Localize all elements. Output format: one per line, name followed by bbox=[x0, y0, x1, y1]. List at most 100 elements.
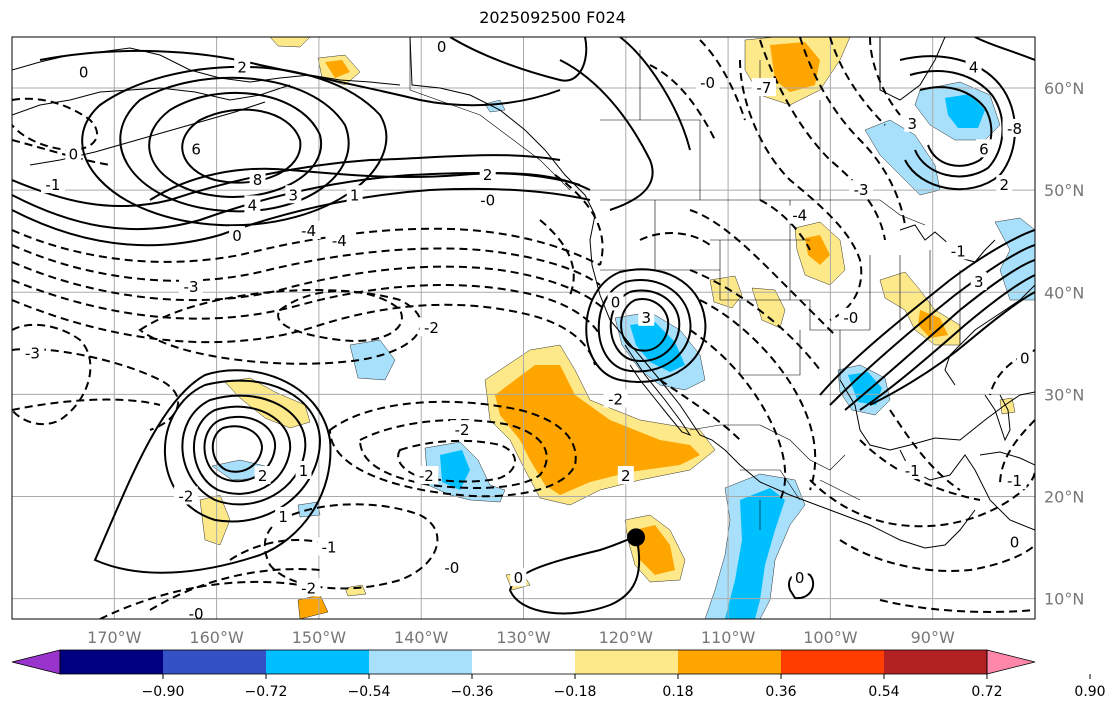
contour-label-background bbox=[296, 221, 321, 239]
shade-lightblue-region bbox=[349, 339, 396, 381]
contour-line bbox=[181, 394, 307, 506]
contour-line bbox=[211, 425, 264, 473]
canada-province-lines bbox=[600, 50, 821, 200]
contour-line bbox=[869, 37, 901, 116]
longitude-tick-label: 90°W bbox=[911, 628, 955, 647]
contour-label-background bbox=[433, 37, 450, 56]
contour-label-background bbox=[638, 307, 655, 326]
contour-label: 0 bbox=[611, 293, 621, 311]
contour-label-background bbox=[695, 72, 720, 91]
contour-label: 6 bbox=[979, 140, 989, 158]
contour-line bbox=[81, 65, 388, 227]
contour-line bbox=[12, 398, 161, 411]
contour-label-background bbox=[234, 57, 251, 76]
contour-label: -3 bbox=[854, 181, 869, 199]
contour-line bbox=[829, 244, 1035, 406]
shade-blue-region bbox=[945, 94, 985, 128]
contour-label: -0 bbox=[444, 559, 459, 577]
contour-line bbox=[263, 503, 439, 590]
contour-labels: 0 2 0 -1 6 8 4 3 1 -4 -4 0 -3 2 -0 0 -2 -3 3 0 -2 -2 -2 2 -2 2 1 1 -… bbox=[20, 37, 1033, 619]
contour-line bbox=[559, 59, 654, 211]
contour-label-background bbox=[40, 175, 65, 194]
contour-line bbox=[799, 37, 906, 226]
contour-label: 3 bbox=[974, 273, 984, 291]
contour-label: -2 bbox=[178, 487, 193, 505]
contour-label-background bbox=[900, 460, 925, 479]
mexico-state-lines bbox=[740, 469, 861, 530]
contour-label: 2 bbox=[258, 467, 268, 485]
contour-line bbox=[181, 108, 302, 184]
contour-label-background bbox=[439, 557, 464, 576]
contour-line bbox=[12, 97, 99, 152]
contour-line bbox=[819, 229, 1035, 396]
contour-label: -1 bbox=[905, 462, 920, 480]
contour-label: 3 bbox=[289, 186, 299, 204]
contour-label: -2 bbox=[455, 421, 470, 439]
contour-label: 2 bbox=[483, 166, 493, 184]
shade-orange-region bbox=[325, 60, 350, 78]
contour-label-background bbox=[475, 190, 500, 209]
contour-label-background bbox=[1002, 118, 1027, 137]
contour-line bbox=[585, 268, 707, 383]
contour-line bbox=[12, 348, 180, 431]
contour-label: 6 bbox=[191, 140, 201, 158]
contour-label: 4 bbox=[248, 196, 258, 214]
contour-label: 2 bbox=[237, 59, 247, 77]
contour-label-background bbox=[65, 144, 82, 163]
shade-blue-region bbox=[725, 488, 785, 619]
contour-label-background bbox=[295, 460, 312, 479]
contour-label-background bbox=[1006, 532, 1023, 551]
latitude-tick-label: 40°N bbox=[1044, 283, 1084, 302]
contour-line bbox=[192, 405, 292, 495]
colorbar-max-arrow bbox=[986, 649, 1036, 675]
latitude-tick-label: 10°N bbox=[1044, 590, 1084, 609]
contour-line bbox=[554, 174, 604, 266]
contour-label-background bbox=[275, 506, 292, 525]
shade-light-region bbox=[751, 287, 786, 329]
contour-label: -0 bbox=[843, 309, 858, 327]
contour-label-background bbox=[173, 486, 198, 505]
contour-label-background bbox=[603, 389, 628, 408]
contour-label: -4 bbox=[792, 207, 807, 225]
shade-light-region bbox=[269, 37, 311, 48]
contour-label: -8 bbox=[1007, 120, 1022, 138]
colorbar-tick-label: −0.36 bbox=[451, 684, 494, 700]
contour-label: 2 bbox=[621, 467, 631, 485]
contour-line bbox=[397, 439, 516, 483]
contour-line bbox=[358, 419, 548, 489]
contour-label-background bbox=[1002, 471, 1027, 490]
contour-label: -0 bbox=[480, 191, 495, 209]
contour-label: 3 bbox=[641, 309, 651, 327]
contour-label: -2 bbox=[419, 467, 434, 485]
florida bbox=[984, 394, 1011, 442]
latitude-tick-label: 20°N bbox=[1044, 487, 1084, 506]
canada-us-border bbox=[600, 199, 926, 226]
colorbar-segment bbox=[163, 650, 266, 674]
colorbar: −0.90 −0.72 −0.54 −0.36 −0.18 0.18 0.36 0.54 0.7… bbox=[11, 649, 1105, 700]
contour-line bbox=[909, 70, 1004, 178]
contour-label: -3 bbox=[25, 345, 40, 363]
contour-label: -2 bbox=[424, 319, 439, 337]
contour-line bbox=[879, 599, 1035, 613]
latitude-tick-label: 30°N bbox=[1044, 385, 1084, 404]
contour-line bbox=[689, 209, 836, 336]
contour-label-background bbox=[327, 231, 352, 250]
negative-anomaly-shading bbox=[211, 81, 1035, 619]
contour-label-background bbox=[254, 466, 271, 485]
contour-label: -3 bbox=[184, 278, 199, 296]
colorbar-tick-label: 0.90 bbox=[1074, 684, 1105, 700]
contour-label: 8 bbox=[253, 171, 263, 189]
contour-label: 0 bbox=[514, 569, 524, 587]
contour-label: -4 bbox=[332, 232, 347, 250]
contour-label-background bbox=[296, 578, 321, 597]
contour-label-background bbox=[184, 603, 209, 619]
contour-line bbox=[277, 290, 403, 342]
contour-label: -1 bbox=[951, 242, 966, 260]
contour-line bbox=[639, 232, 711, 246]
contour-line bbox=[999, 419, 1035, 486]
contour-label: -4 bbox=[301, 222, 316, 240]
shade-lightblue-region bbox=[484, 99, 506, 113]
contour-label-background bbox=[791, 568, 808, 587]
contour-label-background bbox=[479, 164, 496, 183]
